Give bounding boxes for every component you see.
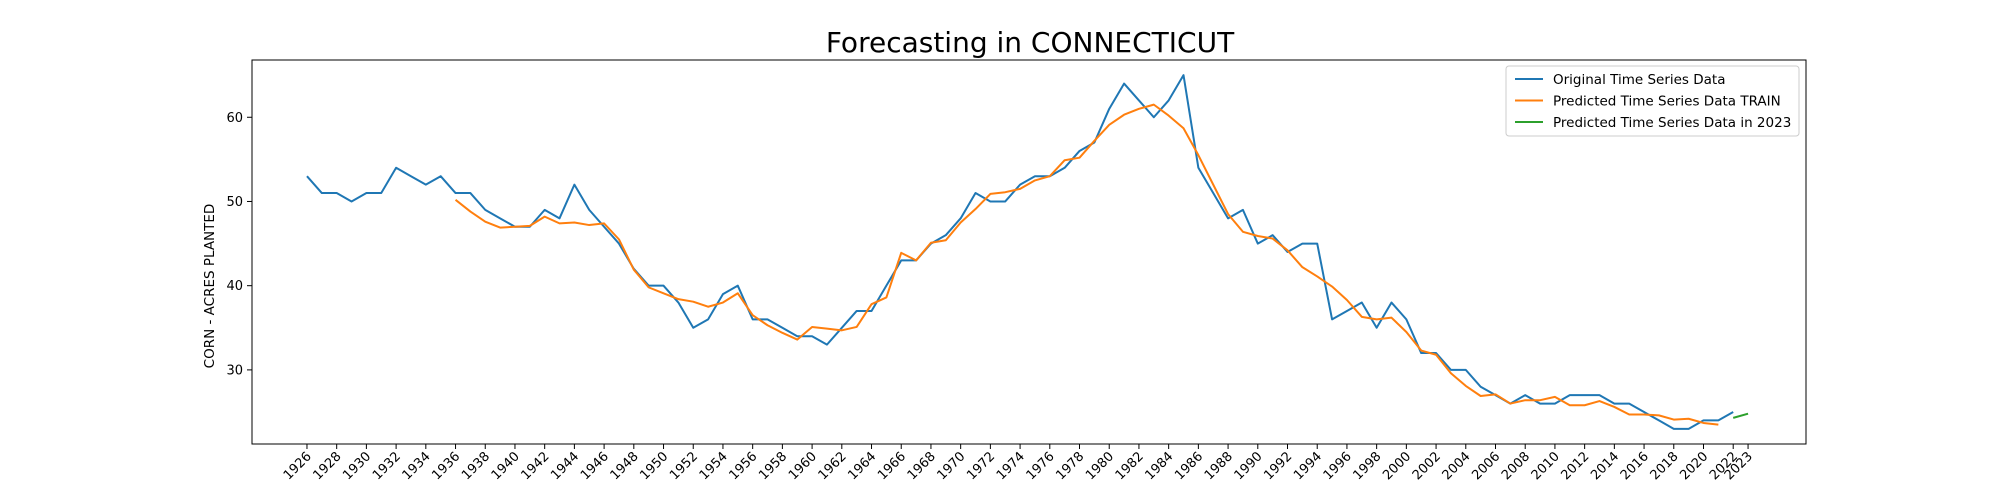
- y-axis-ticks: 30 40 50 60: [226, 111, 252, 378]
- legend-label-2: Predicted Time Series Data TRAIN: [1553, 94, 1781, 110]
- y-tick-label: 40: [226, 279, 243, 294]
- chart-title: Forecasting in CONNECTICUT: [826, 26, 1235, 59]
- series-line-3: [1732, 412, 1749, 419]
- y-tick-label: 30: [226, 363, 243, 378]
- series-lines: [306, 74, 1749, 430]
- legend-box: [1505, 65, 1800, 137]
- y-axis-title: CORN - ACRES PLANTED: [202, 204, 218, 369]
- series-line-2: [454, 103, 1719, 426]
- plot-area-frame: [251, 59, 1807, 445]
- y-tick-label: 60: [226, 111, 243, 126]
- legend: Original Time Series Data Predicted Time …: [1505, 65, 1800, 137]
- legend-label-1: Original Time Series Data: [1553, 72, 1726, 88]
- y-tick-label: 50: [226, 195, 243, 210]
- legend-label-3: Predicted Time Series Data in 2023: [1553, 115, 1791, 131]
